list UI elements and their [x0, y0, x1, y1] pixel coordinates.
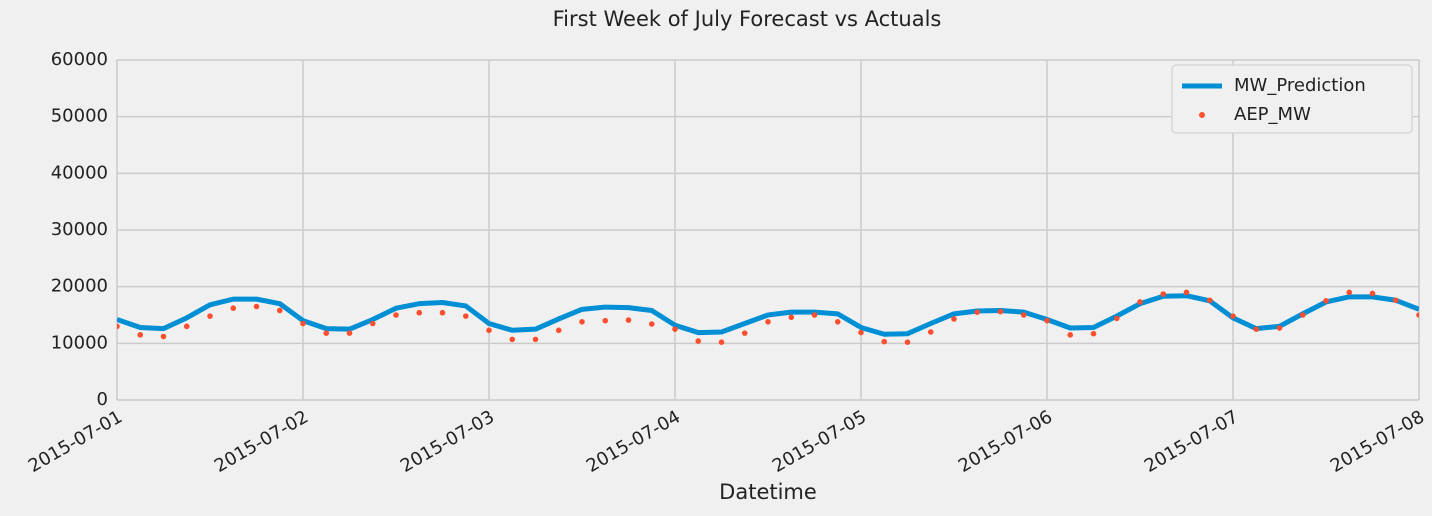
actual-point	[1416, 312, 1419, 318]
actual-point	[741, 330, 748, 336]
actual-point	[625, 317, 632, 323]
chart-title: First Week of July Forecast vs Actuals	[553, 7, 942, 31]
actual-point	[276, 307, 283, 314]
prediction-line	[117, 293, 1419, 337]
actual-point	[137, 332, 144, 338]
actual-point	[858, 329, 864, 336]
actual-point	[788, 314, 795, 321]
actual-point	[230, 305, 237, 312]
actual-point	[974, 309, 981, 315]
actual-point	[997, 308, 1004, 315]
legend-swatch	[1199, 112, 1205, 118]
actual-point	[1113, 315, 1120, 322]
y-tick-label: 0	[97, 389, 108, 410]
actual-point	[183, 323, 190, 330]
actual-point	[927, 329, 934, 335]
y-tick-label: 20000	[51, 276, 108, 297]
actual-point	[904, 339, 911, 346]
y-tick-label: 50000	[51, 106, 108, 127]
actual-point	[1020, 312, 1027, 318]
actual-point	[160, 333, 167, 340]
legend: MW_Prediction AEP_MW	[1171, 64, 1413, 134]
y-tick-label: 10000	[51, 332, 108, 353]
actual-point	[1137, 299, 1143, 305]
actual-point	[718, 339, 725, 346]
actual-point	[1253, 326, 1260, 332]
actual-point	[881, 338, 888, 345]
y-tick-label: 40000	[51, 162, 108, 183]
actual-point	[1276, 325, 1283, 331]
actual-point	[1160, 291, 1167, 297]
actual-point	[834, 319, 841, 325]
actual-point	[602, 317, 609, 324]
actual-point	[1044, 317, 1050, 324]
actual-point	[1090, 330, 1097, 337]
actual-point	[672, 326, 678, 332]
actual-point	[346, 330, 353, 336]
actual-point	[1230, 313, 1236, 319]
x-axis-label: Datetime	[719, 480, 817, 504]
actual-point	[555, 327, 562, 334]
legend-label: AEP_MW	[1234, 104, 1311, 125]
actual-point	[951, 316, 957, 322]
actual-point	[369, 320, 376, 327]
y-tick-label: 30000	[51, 219, 108, 240]
actual-point	[532, 336, 539, 343]
actual-point	[1299, 312, 1306, 318]
actual-point	[117, 323, 120, 330]
legend-label: MW_Prediction	[1234, 75, 1366, 96]
grid	[116, 59, 1420, 401]
actual-point	[416, 309, 423, 316]
actual-point	[509, 336, 516, 343]
actual-point	[1323, 298, 1329, 304]
actual-point	[579, 319, 585, 325]
legend-box	[1171, 64, 1413, 134]
actual-point	[648, 321, 655, 327]
actual-point	[439, 309, 446, 316]
actual-point	[253, 303, 260, 310]
y-tick-label: 60000	[51, 49, 108, 70]
actual-point	[765, 319, 771, 325]
actual-point	[300, 320, 306, 327]
actual-point	[1183, 289, 1190, 296]
actual-point	[1206, 297, 1213, 304]
actual-point	[462, 313, 469, 319]
actual-point	[1067, 332, 1074, 338]
actual-point	[1369, 290, 1376, 297]
actual-point	[486, 327, 492, 334]
actual-point	[393, 312, 399, 318]
actual-point	[1392, 297, 1399, 304]
actual-point	[207, 313, 213, 319]
actual-point	[811, 312, 818, 318]
actual-point	[323, 330, 330, 336]
actual-point	[695, 338, 702, 344]
plot	[117, 289, 1419, 346]
actual-point	[1346, 289, 1353, 296]
